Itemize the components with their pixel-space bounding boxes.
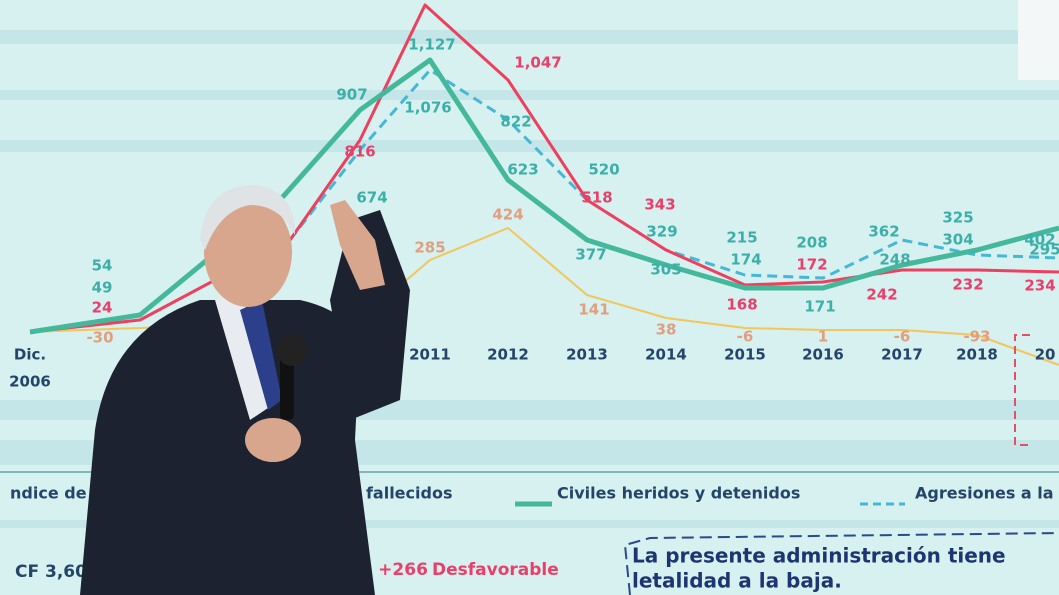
data-label: 168 [726,296,757,314]
data-label: 232 [952,276,983,294]
footer-text: = +266 [358,560,428,580]
data-label: 325 [942,209,973,227]
year-label: 2015 [724,346,766,364]
bracket [1014,334,1030,446]
data-label: 172 [796,256,827,274]
year-label: 2012 [487,346,529,364]
year-label: 20 [1035,346,1056,364]
data-label: 1,047 [514,54,561,72]
data-label: 907 [336,86,367,104]
data-label: 174 [730,251,761,269]
data-label: 816 [344,143,375,161]
data-label: 1,076 [404,99,451,117]
data-label: 304 [942,231,973,249]
data-label: 343 [644,196,675,214]
year-label: 2018 [956,346,998,364]
data-label: 822 [500,113,531,131]
legend-label: Civiles heridos y detenidos [557,484,800,503]
note-text: La presente administración tiene [632,544,1006,568]
legend-label: ndice de [10,484,87,503]
legend-label: Agresiones a la [915,484,1054,503]
data-label: 242 [866,286,897,304]
note-box [623,532,1059,595]
data-label: 49 [92,279,113,297]
data-label: 305 [650,261,681,279]
data-label: 54 [92,257,113,275]
data-label: -30 [86,329,113,347]
data-label: 295 [1029,241,1059,259]
year-label: 2006 [9,373,51,391]
data-label: 520 [588,161,619,179]
year-label: 2017 [881,346,923,364]
screen-panel [1018,0,1059,80]
data-label: 234 [1024,277,1055,295]
data-label: 141 [578,301,609,319]
year-label: Dic. [14,346,46,364]
legend-label: es fallecidos [340,484,452,503]
yellow-line [29,227,1059,366]
year-label: 2011 [409,346,451,364]
data-label: 171 [804,298,835,316]
data-label: -6 [894,328,911,346]
data-label: 329 [646,223,677,241]
data-label: 362 [868,223,899,241]
data-label: 285 [414,239,445,257]
data-label: 424 [492,206,523,224]
data-label: 248 [879,251,910,269]
data-label: 402 [1024,231,1055,249]
data-label: 208 [796,234,827,252]
data-label: 623 [507,161,538,179]
data-label: 518 [581,189,612,207]
data-label: -6 [737,328,754,346]
data-label: 215 [726,229,757,247]
person [80,185,410,595]
year-label: 2013 [566,346,608,364]
note-text: letalidad a la baja. [632,569,842,593]
data-label: 24 [92,299,113,317]
year-label: 2014 [645,346,687,364]
year-label: 2016 [802,346,844,364]
data-label: 377 [575,246,606,264]
data-label: 1 [818,328,828,346]
footer-status: Desfavorable [432,560,559,580]
data-label: 674 [356,189,387,207]
data-label: 38 [656,321,677,339]
data-label: 1,127 [408,36,455,54]
data-label: -93 [963,328,990,346]
